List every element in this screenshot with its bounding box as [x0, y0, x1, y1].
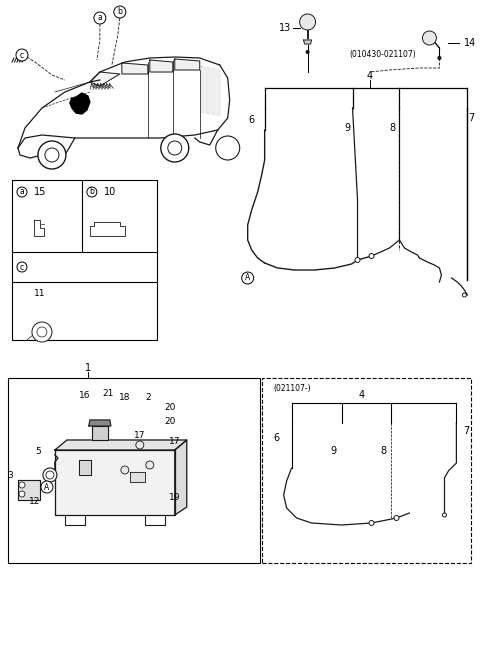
Circle shape [121, 466, 129, 474]
Circle shape [216, 136, 240, 160]
Polygon shape [90, 72, 120, 86]
Text: 6: 6 [274, 433, 280, 443]
Circle shape [422, 31, 436, 45]
Circle shape [41, 481, 53, 493]
Text: 14: 14 [464, 38, 477, 48]
Polygon shape [79, 460, 91, 475]
Circle shape [306, 50, 309, 54]
Polygon shape [55, 440, 187, 450]
Polygon shape [89, 420, 111, 426]
Circle shape [37, 327, 47, 337]
Text: c: c [20, 262, 24, 272]
Circle shape [369, 254, 374, 258]
Text: 20: 20 [164, 403, 176, 413]
Circle shape [16, 49, 28, 61]
Polygon shape [150, 60, 173, 72]
Text: 8: 8 [389, 123, 396, 133]
Circle shape [443, 513, 446, 517]
Polygon shape [130, 472, 145, 482]
Text: a: a [20, 187, 24, 197]
Text: 19: 19 [169, 493, 180, 503]
Text: 20: 20 [164, 417, 176, 427]
Text: 17: 17 [134, 431, 145, 440]
Text: b: b [89, 187, 94, 197]
Circle shape [146, 461, 154, 469]
Text: A: A [245, 274, 250, 282]
Circle shape [32, 322, 52, 342]
Circle shape [438, 56, 441, 60]
Circle shape [355, 258, 360, 262]
Circle shape [168, 141, 182, 155]
Circle shape [46, 471, 54, 479]
Circle shape [17, 262, 27, 272]
Polygon shape [175, 440, 187, 515]
Text: 6: 6 [249, 115, 255, 125]
Circle shape [300, 14, 315, 30]
Text: 11: 11 [34, 289, 46, 299]
Text: 1: 1 [85, 363, 91, 373]
Circle shape [94, 12, 106, 24]
Text: 9: 9 [345, 123, 350, 133]
Polygon shape [304, 40, 312, 44]
Circle shape [45, 148, 59, 162]
Text: 7: 7 [463, 426, 469, 436]
Bar [262, 378, 471, 563]
Text: 5: 5 [35, 448, 41, 456]
Text: 13: 13 [279, 23, 292, 33]
Polygon shape [70, 93, 90, 114]
Polygon shape [202, 67, 220, 115]
Polygon shape [92, 426, 108, 440]
Text: 16: 16 [79, 391, 91, 399]
Bar [8, 378, 260, 563]
Circle shape [43, 468, 57, 482]
Circle shape [38, 141, 66, 169]
Polygon shape [175, 59, 200, 70]
Polygon shape [122, 63, 148, 74]
Text: a: a [97, 13, 102, 23]
Circle shape [369, 521, 374, 525]
Text: 18: 18 [119, 393, 131, 401]
Polygon shape [34, 220, 44, 236]
Circle shape [19, 491, 25, 497]
Text: 10: 10 [104, 187, 116, 197]
Text: 7: 7 [468, 113, 475, 123]
Circle shape [161, 134, 189, 162]
Text: 17: 17 [169, 437, 180, 446]
Polygon shape [18, 480, 40, 500]
Text: 21: 21 [102, 389, 114, 397]
Text: 3: 3 [7, 470, 13, 480]
Text: 4: 4 [366, 71, 372, 81]
Text: 8: 8 [381, 446, 386, 456]
Circle shape [87, 187, 97, 197]
Text: 2: 2 [145, 393, 151, 401]
Polygon shape [55, 450, 175, 515]
Text: 9: 9 [331, 446, 336, 456]
Text: 4: 4 [359, 390, 365, 400]
Circle shape [242, 272, 253, 284]
Text: c: c [20, 50, 24, 60]
Circle shape [114, 6, 126, 18]
Text: 15: 15 [34, 187, 47, 197]
Text: b: b [118, 7, 122, 17]
Bar [12, 180, 157, 340]
Circle shape [462, 293, 467, 297]
Text: 12: 12 [29, 497, 41, 507]
Circle shape [19, 482, 25, 488]
Text: A: A [44, 482, 49, 491]
Circle shape [17, 187, 27, 197]
Circle shape [136, 441, 144, 449]
Polygon shape [90, 222, 125, 236]
Text: (021107-): (021107-) [274, 384, 311, 393]
Circle shape [394, 515, 399, 521]
Text: (010430-021107): (010430-021107) [349, 50, 416, 60]
